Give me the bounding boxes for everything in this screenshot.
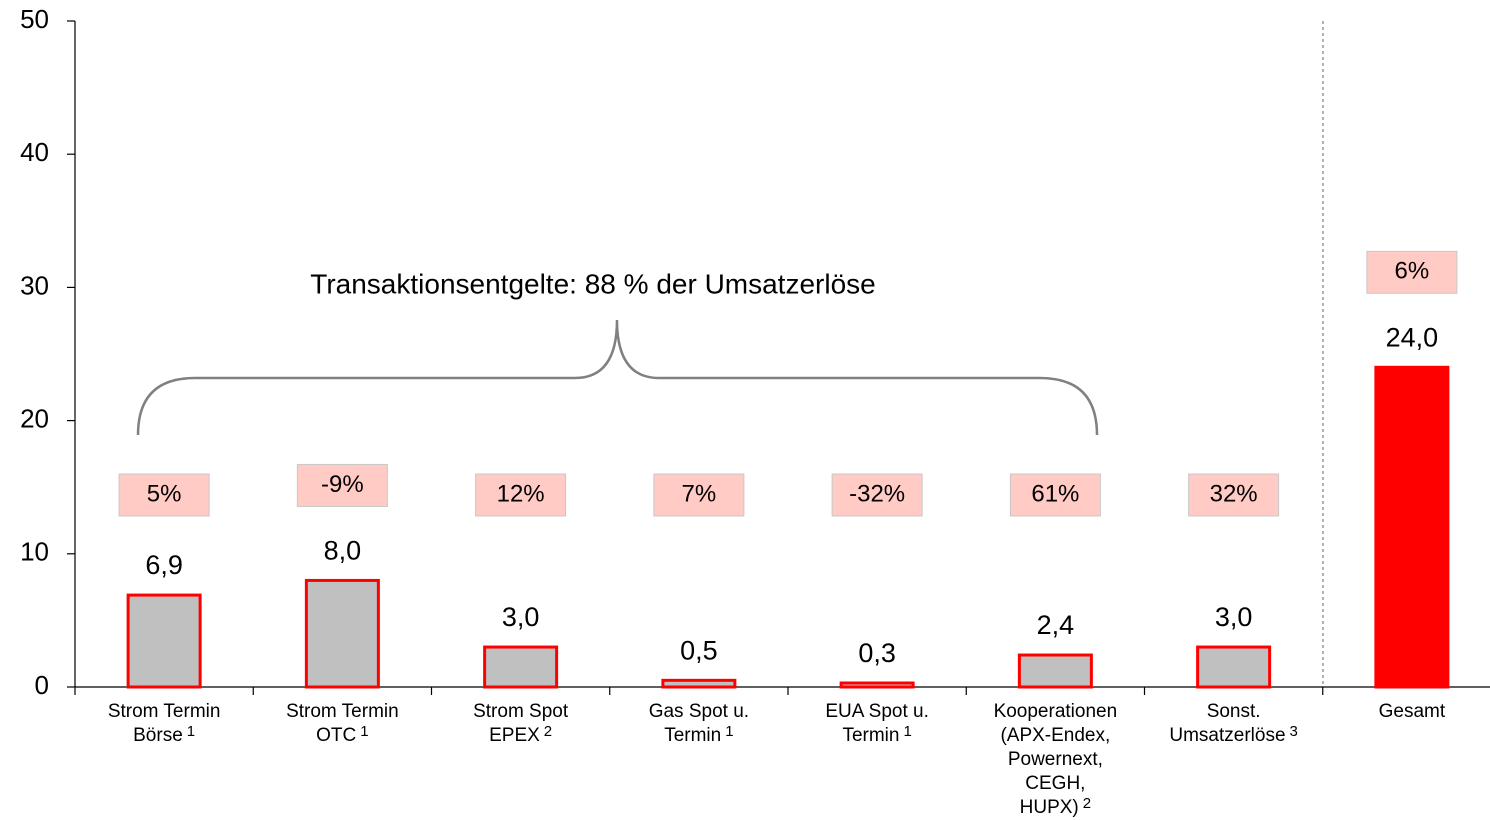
y-tick-label: 20 [20, 403, 49, 433]
x-tick-label-line: Strom Termin [108, 701, 221, 722]
change-label: 61% [1031, 480, 1079, 507]
value-label: 8,0 [324, 536, 362, 566]
bar [1374, 365, 1450, 689]
footnote-mark: 1 [187, 723, 195, 740]
x-tick-label-line: Börse [133, 725, 183, 746]
footnote-mark: 2 [544, 723, 552, 740]
change-label: 12% [497, 480, 545, 507]
x-tick-label: Gas Spot u. [649, 701, 749, 722]
change-label: -9% [321, 471, 364, 498]
value-label: 0,3 [858, 638, 896, 668]
x-tick-label-line: Gas Spot u. [649, 701, 749, 722]
x-tick-label: Termin 1 [842, 723, 911, 746]
x-tick-label: Sonst. [1207, 701, 1261, 722]
x-tick-label-line: Kooperationen [994, 701, 1118, 722]
x-tick-label: EUA Spot u. [825, 701, 929, 722]
footnote-mark: 1 [903, 723, 911, 740]
x-tick-label: HUPX) 2 [1020, 795, 1091, 818]
x-tick-label-line: Strom Termin [286, 701, 399, 722]
bar [483, 645, 559, 689]
footnote-mark: 2 [1083, 795, 1091, 812]
value-label: 3,0 [1215, 602, 1253, 632]
change-box [1188, 473, 1280, 517]
bar [1017, 653, 1093, 689]
value-label: 2,4 [1037, 610, 1075, 640]
x-tick-label-line: Termin [842, 725, 899, 746]
change-label: 32% [1210, 480, 1258, 507]
x-tick-label-line: HUPX) [1020, 797, 1079, 818]
x-tick-label: Strom Termin [286, 701, 399, 722]
change-box [475, 473, 567, 517]
x-tick-label: Powernext, [1008, 749, 1103, 770]
value-label: 6,9 [145, 550, 183, 580]
x-tick-label-line: Powernext, [1008, 749, 1103, 770]
bar [1196, 645, 1272, 689]
x-tick-label-line: Umsatzerlöse [1169, 725, 1285, 746]
y-tick-label: 0 [35, 670, 49, 700]
x-tick-label-line: Termin [664, 725, 721, 746]
bar [661, 678, 737, 689]
change-label: 6% [1395, 258, 1430, 285]
brace [136, 319, 1099, 436]
x-tick-label-line: EPEX [489, 725, 540, 746]
x-tick-label: (APX-Endex, [1000, 725, 1110, 746]
annotation: Transaktionsentgelte: 88 % der Umsatzerl… [310, 268, 875, 299]
footnote-mark: 1 [725, 723, 733, 740]
value-label: 3,0 [502, 602, 540, 632]
x-tick-label-line: EUA Spot u. [825, 701, 929, 722]
x-tick-label: Strom Spot [473, 701, 569, 722]
bar [304, 578, 380, 689]
x-tick-label: CEGH, [1025, 773, 1085, 794]
change-box [653, 473, 745, 517]
change-label: -32% [849, 480, 905, 507]
x-tick-label: Kooperationen [994, 701, 1118, 722]
x-tick-label-line: (APX-Endex, [1000, 725, 1110, 746]
change-label: 5% [147, 480, 182, 507]
y-tick-label: 30 [20, 270, 49, 300]
value-label: 24,0 [1386, 322, 1439, 352]
change-box [831, 473, 923, 517]
y-tick-label: 10 [20, 537, 49, 567]
y-tick-label: 40 [20, 137, 49, 167]
footnote-mark: 1 [360, 723, 368, 740]
change-label: 7% [682, 480, 717, 507]
change-box [118, 473, 210, 517]
x-tick-label: Umsatzerlöse 3 [1169, 723, 1298, 746]
footnote-mark: 3 [1290, 723, 1298, 740]
y-tick-label: 50 [20, 4, 49, 34]
x-tick-label: Strom Termin [108, 701, 221, 722]
x-tick-label-line: Strom Spot [473, 701, 569, 722]
bar [839, 681, 915, 689]
x-tick-label: Termin 1 [664, 723, 733, 746]
change-box [296, 463, 388, 507]
x-tick-label-line: OTC [316, 725, 356, 746]
x-tick-label-line: Gesamt [1379, 701, 1446, 722]
x-tick-label: Gesamt [1379, 701, 1446, 722]
x-tick-label-line: CEGH, [1025, 773, 1085, 794]
value-label: 0,5 [680, 635, 718, 665]
bar [126, 593, 202, 689]
x-tick-label: EPEX 2 [489, 723, 552, 746]
x-tick-label-line: Sonst. [1207, 701, 1261, 722]
change-box [1009, 473, 1101, 517]
x-tick-label: Börse 1 [133, 723, 195, 746]
change-box [1366, 250, 1458, 294]
x-tick-label: OTC 1 [316, 723, 368, 746]
